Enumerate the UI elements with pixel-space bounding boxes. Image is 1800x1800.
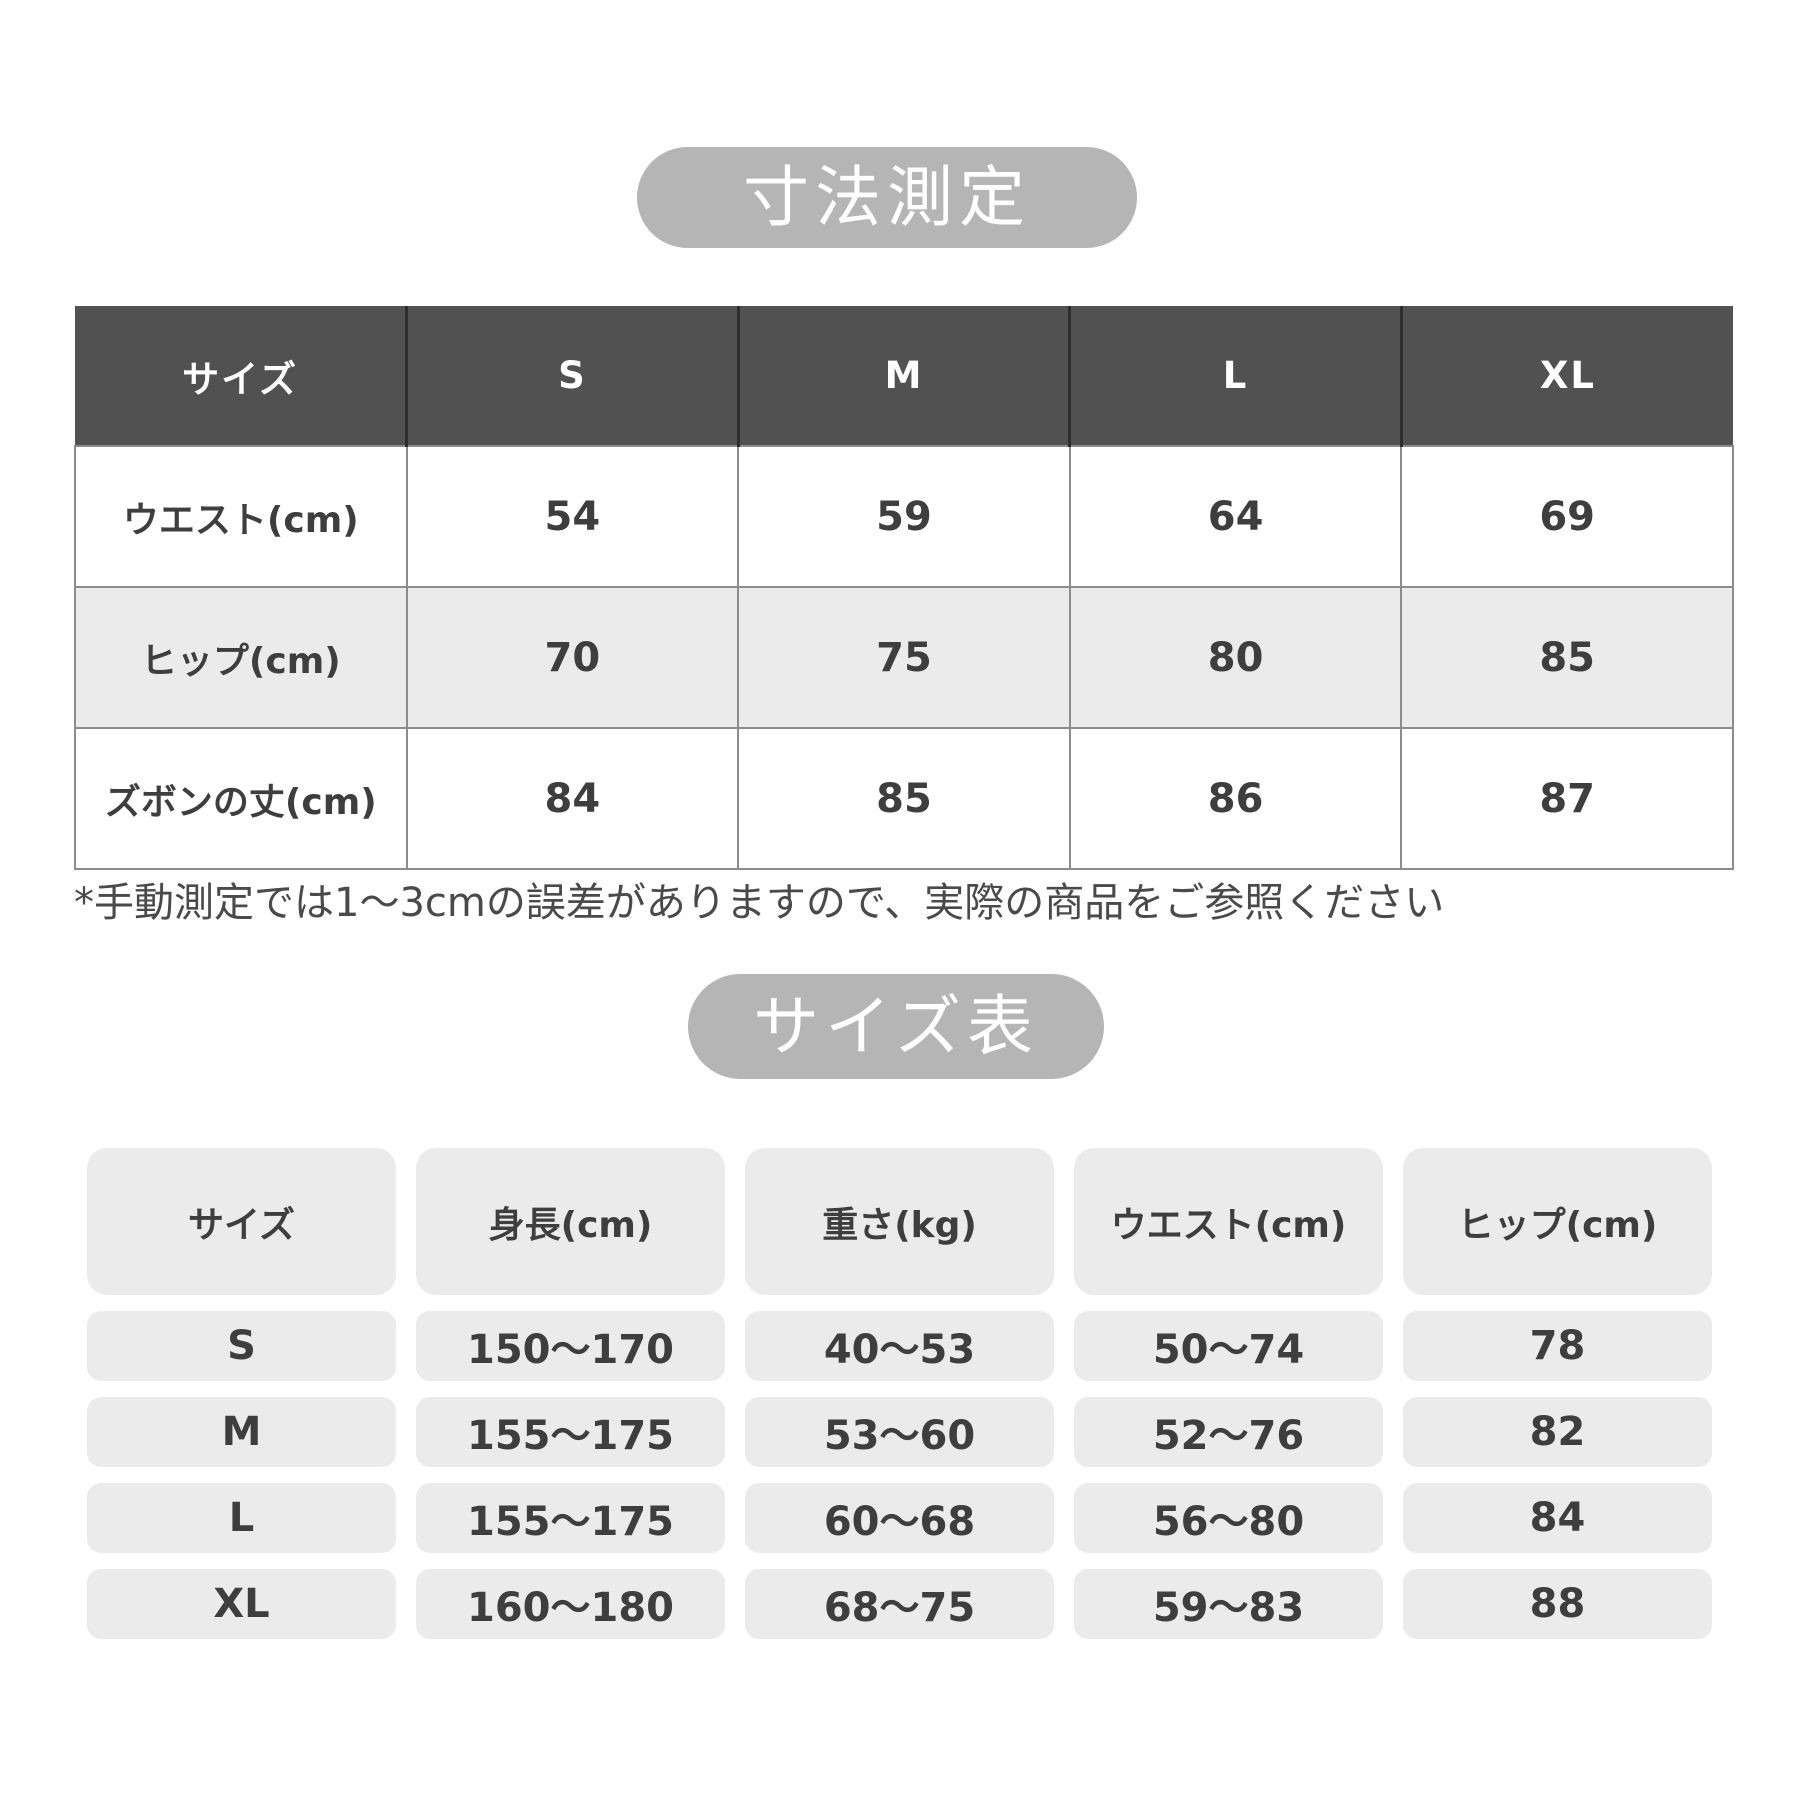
column-header-l: L — [1068, 306, 1402, 446]
column-header-xl: XL — [1399, 306, 1733, 446]
value-cell: 75 — [737, 586, 1071, 729]
measurement-table: サイズ S M L XL ウエスト(cm) 54 59 64 69 ヒップ(cm… — [74, 306, 1734, 870]
row-label: ウエスト(cm) — [74, 445, 408, 588]
size-chart-column-header-size: サイズ — [87, 1148, 396, 1295]
size-chart-value-cell: 84 — [1403, 1483, 1712, 1553]
value-cell: 54 — [405, 445, 740, 588]
size-chart-value-cell: 56〜80 — [1074, 1483, 1383, 1553]
table-row-hip: ヒップ(cm) 70 75 80 85 — [74, 586, 1734, 729]
value-cell: 64 — [1068, 445, 1403, 588]
size-chart-value-cell: 160〜180 — [416, 1569, 725, 1639]
header-row: サイズ S M L XL — [75, 306, 1733, 446]
value-cell: 84 — [405, 727, 740, 870]
measurement-table-body: ウエスト(cm) 54 59 64 69 ヒップ(cm) 70 75 80 85… — [74, 445, 1734, 870]
size-chart-column-header-hip: ヒップ(cm) — [1403, 1148, 1712, 1295]
size-chart-value-cell: 40〜53 — [745, 1311, 1054, 1381]
measurement-note: *手動測定では1〜3cmの誤差がありますので、実際の商品をご参照ください — [74, 880, 1445, 926]
size-chart-column-header-weight: 重さ(kg) — [745, 1148, 1054, 1295]
value-cell: 85 — [1400, 586, 1734, 729]
column-header-s: S — [405, 306, 739, 446]
size-chart-value-cell: 88 — [1403, 1569, 1712, 1639]
size-chart-value-cell: 60〜68 — [745, 1483, 1054, 1553]
size-chart-section-badge: サイズ表 — [688, 974, 1104, 1079]
size-chart-value-cell: 150〜170 — [416, 1311, 725, 1381]
size-chart-column-header-waist: ウエスト(cm) — [1074, 1148, 1383, 1295]
value-cell: 59 — [737, 445, 1071, 588]
size-chart-value-cell: 78 — [1403, 1311, 1712, 1381]
value-cell: 86 — [1068, 727, 1403, 870]
size-chart-value-cell: 52〜76 — [1074, 1397, 1383, 1467]
column-header-size: サイズ — [75, 306, 407, 446]
table-row-waist: ウエスト(cm) 54 59 64 69 — [74, 445, 1734, 588]
size-chart-value-cell: 82 — [1403, 1397, 1712, 1467]
value-cell: 87 — [1400, 727, 1734, 870]
size-chart-value-cell: 59〜83 — [1074, 1569, 1383, 1639]
size-chart-table: サイズ 身長(cm) 重さ(kg) ウエスト(cm) ヒップ(cm) S 150… — [87, 1148, 1712, 1639]
size-chart-column-header-height: 身長(cm) — [416, 1148, 725, 1295]
size-chart-row-label-xl: XL — [87, 1569, 396, 1639]
size-chart-value-cell: 155〜175 — [416, 1483, 725, 1553]
value-cell: 69 — [1400, 445, 1734, 588]
measurement-table-header: サイズ S M L XL — [75, 306, 1733, 446]
row-label: ヒップ(cm) — [74, 586, 408, 729]
size-chart-value-cell: 68〜75 — [745, 1569, 1054, 1639]
size-chart-row-label-m: M — [87, 1397, 396, 1467]
value-cell: 70 — [405, 586, 740, 729]
value-cell: 85 — [737, 727, 1071, 870]
measurement-section-badge: 寸法測定 — [637, 147, 1137, 248]
column-header-m: M — [736, 306, 1070, 446]
row-label: ズボンの丈(cm) — [74, 727, 408, 870]
size-chart-row-label-s: S — [87, 1311, 396, 1381]
size-chart-value-cell: 50〜74 — [1074, 1311, 1383, 1381]
value-cell: 80 — [1068, 586, 1403, 729]
table-row-pants-length: ズボンの丈(cm) 84 85 86 87 — [74, 727, 1734, 870]
size-chart-value-cell: 155〜175 — [416, 1397, 725, 1467]
size-chart-row-label-l: L — [87, 1483, 396, 1553]
size-chart-value-cell: 53〜60 — [745, 1397, 1054, 1467]
